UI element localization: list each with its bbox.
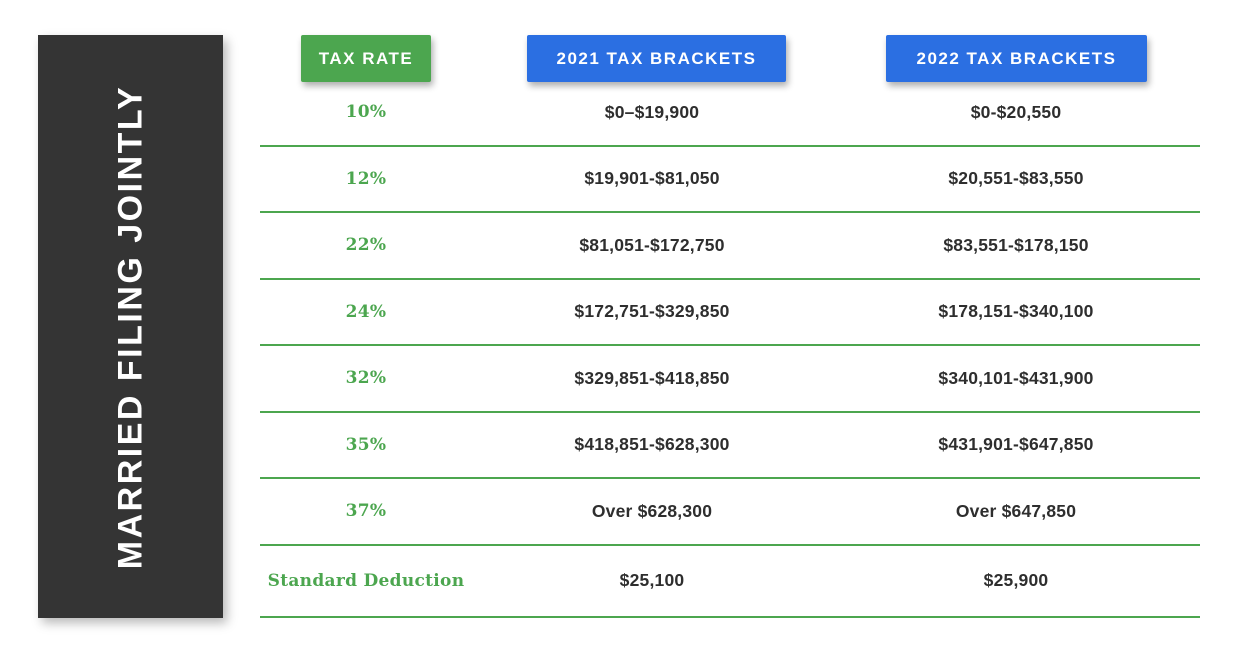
bracket-2022-value: $20,551-$83,550	[948, 168, 1084, 189]
standard-deduction-label: Standard Deduction	[267, 570, 465, 591]
bracket-2021-value: Over $628,300	[591, 500, 713, 521]
tax-brackets-2021-header-badge: 2021 TAX BRACKETS	[527, 35, 786, 82]
filing-status-sidebar: MARRIED FILING JOINTLY	[38, 35, 223, 618]
bracket-2022-value: Over $647,850	[955, 500, 1077, 521]
table-row: 32% $329,851-$418,850 $340,101-$431,900	[260, 346, 1200, 413]
bracket-2022-value: $0-$20,550	[970, 101, 1062, 122]
tax-brackets-table: 10% $0–$19,900 $0-$20,550 12% $19,901-$8…	[260, 80, 1200, 618]
table-row: 12% $19,901-$81,050 $20,551-$83,550	[260, 147, 1200, 213]
tax-rate-value: 12%	[345, 168, 387, 189]
table-row: 37% Over $628,300 Over $647,850	[260, 479, 1200, 546]
bracket-2021-value: $19,901-$81,050	[584, 168, 720, 189]
bracket-2021-value: $81,051-$172,750	[579, 234, 725, 255]
table-row-standard-deduction: Standard Deduction $25,100 $25,900	[260, 546, 1200, 618]
table-row: 10% $0–$19,900 $0-$20,550	[260, 80, 1200, 147]
tax-rate-header-badge: TAX RATE	[301, 35, 431, 82]
bracket-2022-value: $83,551-$178,150	[943, 234, 1089, 255]
tax-rate-value: 35%	[345, 434, 387, 455]
bracket-2022-value: $340,101-$431,900	[938, 367, 1094, 388]
table-row: 24% $172,751-$329,850 $178,151-$340,100	[260, 280, 1200, 346]
tax-rate-value: 32%	[345, 368, 387, 389]
table-row: 35% $418,851-$628,300 $431,901-$647,850	[260, 413, 1200, 479]
bracket-2021-value: $329,851-$418,850	[574, 367, 730, 388]
tax-rate-value: 22%	[345, 235, 387, 256]
filing-status-title: MARRIED FILING JOINTLY	[111, 84, 149, 569]
bracket-2021-value: $25,100	[619, 570, 685, 591]
table-row: 22% $81,051-$172,750 $83,551-$178,150	[260, 213, 1200, 280]
tax-rate-value: 24%	[345, 301, 387, 322]
bracket-2022-value: $25,900	[983, 570, 1049, 591]
bracket-2021-value: $172,751-$329,850	[574, 301, 730, 322]
tax-brackets-2022-header-badge: 2022 TAX BRACKETS	[886, 35, 1147, 82]
bracket-2021-value: $418,851-$628,300	[574, 434, 730, 455]
bracket-2022-value: $431,901-$647,850	[938, 434, 1094, 455]
tax-rate-value: 37%	[345, 501, 387, 522]
bracket-2021-value: $0–$19,900	[604, 101, 700, 122]
tax-rate-value: 10%	[345, 102, 387, 123]
bracket-2022-value: $178,151-$340,100	[938, 301, 1094, 322]
